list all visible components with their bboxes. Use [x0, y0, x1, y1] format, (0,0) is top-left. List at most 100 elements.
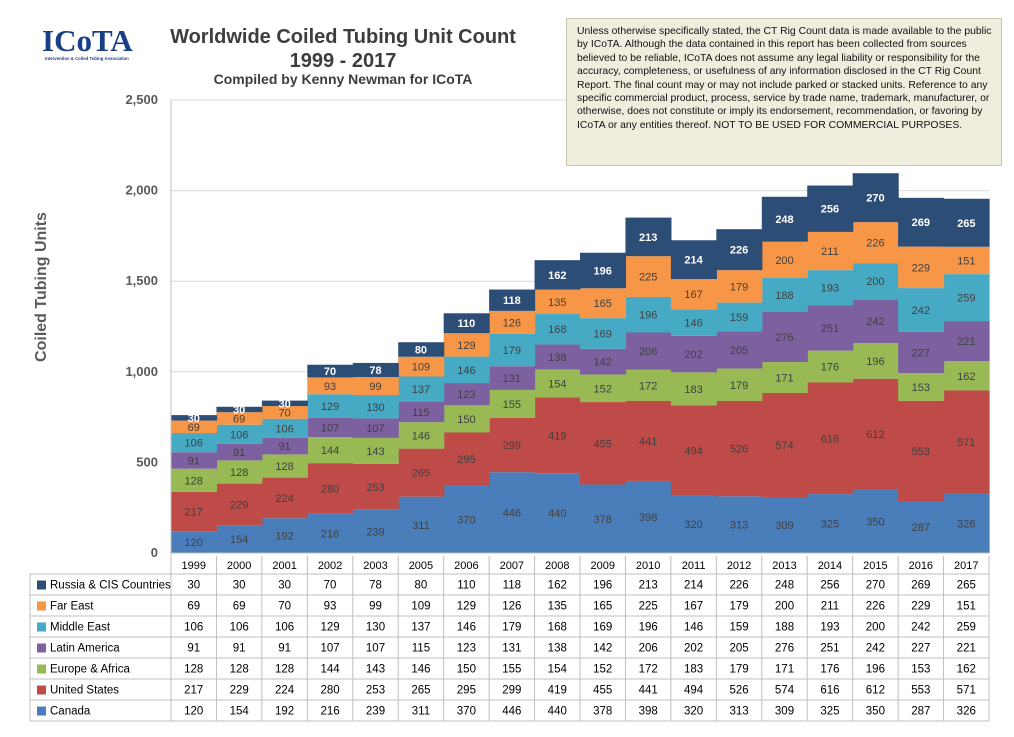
- data-label: 172: [639, 380, 657, 392]
- data-label: 118: [503, 295, 521, 307]
- area-segment: [625, 400, 672, 481]
- data-label: 130: [366, 402, 384, 414]
- chart-subtitle: Compiled by Kenny Newman for ICoTA: [213, 71, 473, 87]
- data-label: 295: [457, 454, 475, 466]
- legend-swatch: [37, 622, 46, 632]
- data-label: 239: [366, 526, 384, 538]
- table-cell: 137: [411, 622, 430, 634]
- data-label: 179: [503, 345, 521, 357]
- area-segment: [261, 454, 308, 478]
- data-label: 91: [278, 441, 290, 453]
- table-cell: 159: [729, 622, 748, 634]
- table-cell: 200: [866, 622, 885, 634]
- data-label: 131: [503, 373, 521, 385]
- data-label: 309: [775, 520, 793, 532]
- area-segment: [580, 402, 627, 485]
- x-tick-label: 2009: [590, 560, 614, 572]
- table-cell: 455: [593, 685, 612, 697]
- area-segment: [943, 321, 990, 362]
- table-cell: 256: [820, 580, 839, 592]
- data-label: 225: [639, 272, 657, 284]
- data-label: 287: [912, 522, 930, 534]
- area-segment: [261, 400, 308, 407]
- area-segment: [852, 489, 899, 553]
- table-cell: 30: [233, 580, 246, 592]
- data-label: 70: [324, 366, 336, 378]
- data-label: 138: [548, 352, 566, 364]
- title-line-1: Worldwide Coiled Tubing Unit Count: [170, 26, 516, 48]
- area-segment: [625, 480, 672, 553]
- table-cell: 169: [593, 622, 612, 634]
- table-cell: 202: [684, 643, 703, 655]
- x-tick-label: 2006: [454, 560, 478, 572]
- table-cell: 183: [684, 664, 703, 676]
- table-cell: 253: [366, 685, 385, 697]
- table-cell: 162: [957, 664, 976, 676]
- data-label: 265: [412, 468, 430, 480]
- area-segment: [307, 463, 354, 514]
- data-label: 143: [366, 446, 384, 458]
- data-label: 248: [775, 214, 793, 226]
- table-cell: 221: [957, 643, 976, 655]
- y-tick-label: 2,500: [125, 92, 158, 107]
- data-label: 188: [775, 290, 793, 302]
- table-cell: 200: [775, 601, 794, 613]
- table-cell: 259: [957, 622, 976, 634]
- table-cell: 571: [957, 685, 976, 697]
- table-cell: 129: [457, 601, 476, 613]
- table-cell: 446: [502, 706, 521, 718]
- area-segment: [625, 332, 672, 370]
- area-segment: [898, 288, 945, 332]
- data-label: 168: [548, 324, 566, 336]
- area-segment: [307, 417, 354, 438]
- table-cell: 128: [275, 664, 294, 676]
- table-cell: 192: [275, 706, 294, 718]
- table-cell: 91: [187, 643, 200, 655]
- area-segment: [307, 513, 354, 553]
- data-label: 276: [775, 332, 793, 344]
- logo-tagline: Intervention & Coiled Tubing Association: [45, 56, 129, 61]
- table-cell: 398: [639, 706, 658, 718]
- table-cell: 107: [366, 643, 385, 655]
- data-label: 242: [912, 305, 930, 317]
- data-label: 91: [233, 447, 245, 459]
- area-segment: [534, 397, 581, 474]
- data-label: 350: [866, 516, 884, 528]
- area-segment: [807, 231, 854, 271]
- table-cell: 93: [324, 601, 337, 613]
- area-segment: [534, 313, 581, 345]
- data-label: 229: [230, 499, 248, 511]
- area-segment: [670, 335, 717, 373]
- legend-swatch: [37, 685, 46, 695]
- area-segment: [443, 313, 490, 334]
- data-label: 574: [775, 440, 793, 452]
- x-tick-label: 2008: [545, 560, 569, 572]
- area-segment: [398, 356, 445, 377]
- area-segment: [352, 437, 399, 464]
- area-segment: [398, 376, 445, 402]
- data-label: 167: [684, 289, 702, 301]
- table-cell: 70: [324, 580, 337, 592]
- area-segment: [625, 369, 672, 401]
- data-label: 398: [639, 512, 657, 524]
- area-segment: [852, 173, 899, 223]
- area-segment: [534, 344, 581, 370]
- y-tick-label: 1,000: [125, 364, 158, 379]
- area-segment: [898, 500, 945, 553]
- x-tick-label: 2007: [500, 560, 524, 572]
- table-cell: 153: [911, 664, 930, 676]
- area-segment: [943, 274, 990, 322]
- x-tick-label: 2001: [272, 560, 296, 572]
- data-label: 229: [912, 262, 930, 274]
- data-label: 93: [324, 381, 336, 393]
- area-segment: [216, 424, 263, 444]
- table-cell: 295: [457, 685, 476, 697]
- data-label: 320: [684, 519, 702, 531]
- x-tick-label: 2011: [682, 560, 706, 572]
- table-cell: 280: [320, 685, 339, 697]
- area-segment: [261, 406, 308, 419]
- data-label: 80: [415, 345, 427, 357]
- area-segment: [171, 531, 218, 553]
- data-label: 221: [957, 336, 975, 348]
